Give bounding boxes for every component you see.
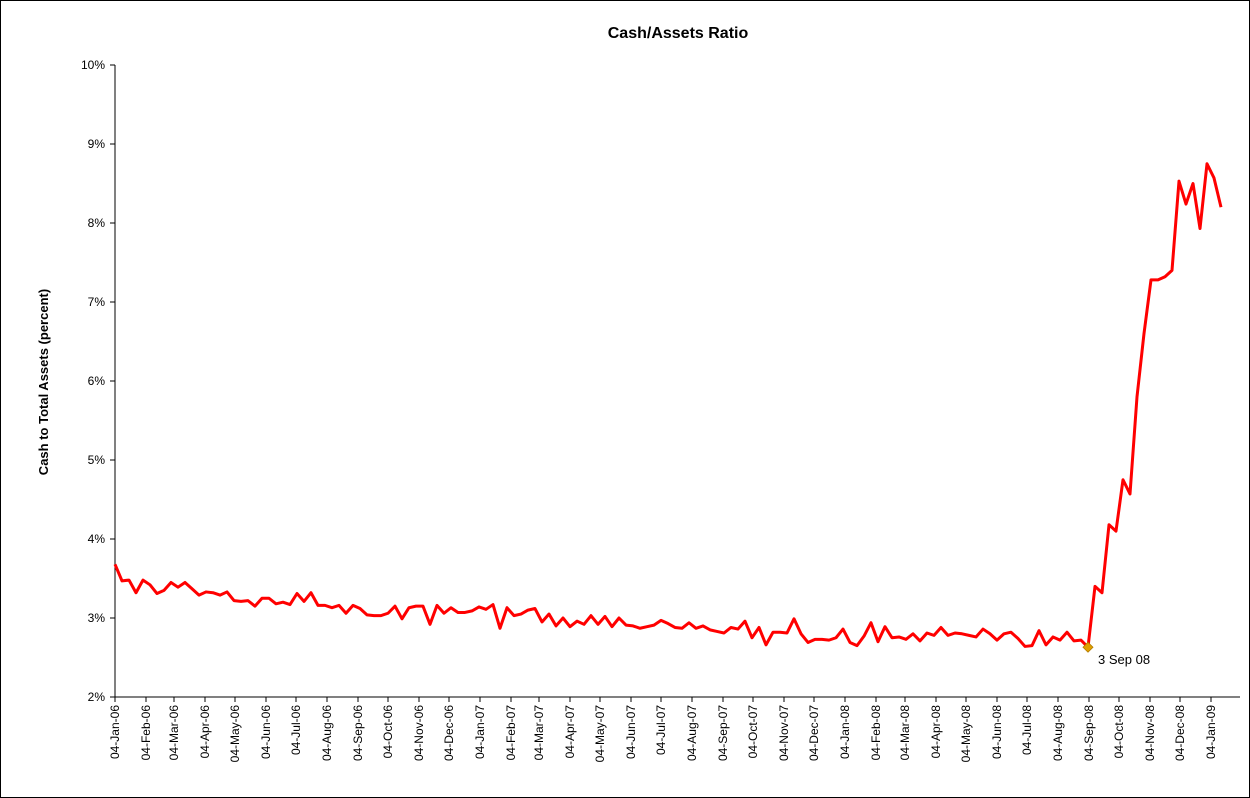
x-tick-label: 04-Jan-07: [473, 705, 487, 759]
x-tick-label: 04-Aug-07: [685, 705, 699, 761]
x-tick-label: 04-Oct-08: [1112, 705, 1126, 759]
x-tick-label: 04-Apr-08: [929, 705, 943, 759]
x-tick-label: 04-May-08: [959, 705, 973, 763]
y-tick-label: 5%: [88, 453, 106, 467]
y-tick-label: 6%: [88, 374, 106, 388]
y-tick-label: 7%: [88, 295, 106, 309]
x-tick-label: 04-Nov-07: [777, 705, 791, 761]
x-tick-label: 04-Jan-09: [1204, 705, 1218, 759]
annotation-label: 3 Sep 08: [1098, 652, 1150, 667]
y-tick-label: 2%: [88, 690, 106, 704]
x-tick-label: 04-Dec-08: [1173, 705, 1187, 761]
x-tick-label: 04-Jun-07: [624, 705, 638, 759]
x-tick-label: 04-Nov-06: [412, 705, 426, 761]
data-line: [113, 162, 1223, 649]
x-tick-label: 04-Jul-07: [654, 705, 668, 755]
x-tick-label: 04-May-06: [228, 705, 242, 763]
x-tick-label: 04-Aug-08: [1051, 705, 1065, 761]
x-tick-label: 04-Jul-08: [1020, 705, 1034, 755]
y-tick-label: 10%: [81, 58, 105, 72]
y-tick-label: 4%: [88, 532, 106, 546]
y-axis-label: Cash to Total Assets (percent): [36, 289, 51, 475]
annotation-marker: [1082, 641, 1094, 653]
x-tick-label: 04-Jun-08: [990, 705, 1004, 759]
x-tick-label: 04-Nov-08: [1143, 705, 1157, 761]
x-tick-label: 04-Apr-07: [563, 705, 577, 759]
x-tick-label: 04-Sep-06: [351, 705, 365, 761]
chart-title: Cash/Assets Ratio: [608, 25, 749, 42]
x-tick-label: 04-Jan-06: [108, 705, 122, 759]
x-tick-label: 04-Mar-07: [532, 705, 546, 761]
x-tick-label: 04-Dec-06: [442, 705, 456, 761]
x-tick-label: 04-Jul-06: [289, 705, 303, 755]
x-tick-label: 04-Feb-08: [869, 705, 883, 761]
x-tick-label: 04-Oct-06: [381, 705, 395, 759]
x-tick-label: 04-Mar-06: [167, 705, 181, 761]
y-tick-label: 3%: [88, 611, 106, 625]
x-tick-label: 04-Jan-08: [838, 705, 852, 759]
x-tick-label: 04-Feb-07: [504, 705, 518, 761]
x-tick-label: 04-Oct-07: [746, 705, 760, 759]
x-tick-label: 04-Aug-06: [320, 705, 334, 761]
x-tick-label: 04-Feb-06: [139, 705, 153, 761]
y-tick-label: 9%: [88, 137, 106, 151]
x-tick-label: 04-Mar-08: [898, 705, 912, 761]
x-tick-label: 04-Dec-07: [807, 705, 821, 761]
y-tick-label: 8%: [88, 216, 106, 230]
x-tick-label: 04-May-07: [593, 705, 607, 763]
x-tick-label: 04-Sep-08: [1082, 705, 1096, 761]
x-tick-label: 04-Jun-06: [259, 705, 273, 759]
x-tick-label: 04-Apr-06: [198, 705, 212, 759]
x-tick-label: 04-Sep-07: [716, 705, 730, 761]
